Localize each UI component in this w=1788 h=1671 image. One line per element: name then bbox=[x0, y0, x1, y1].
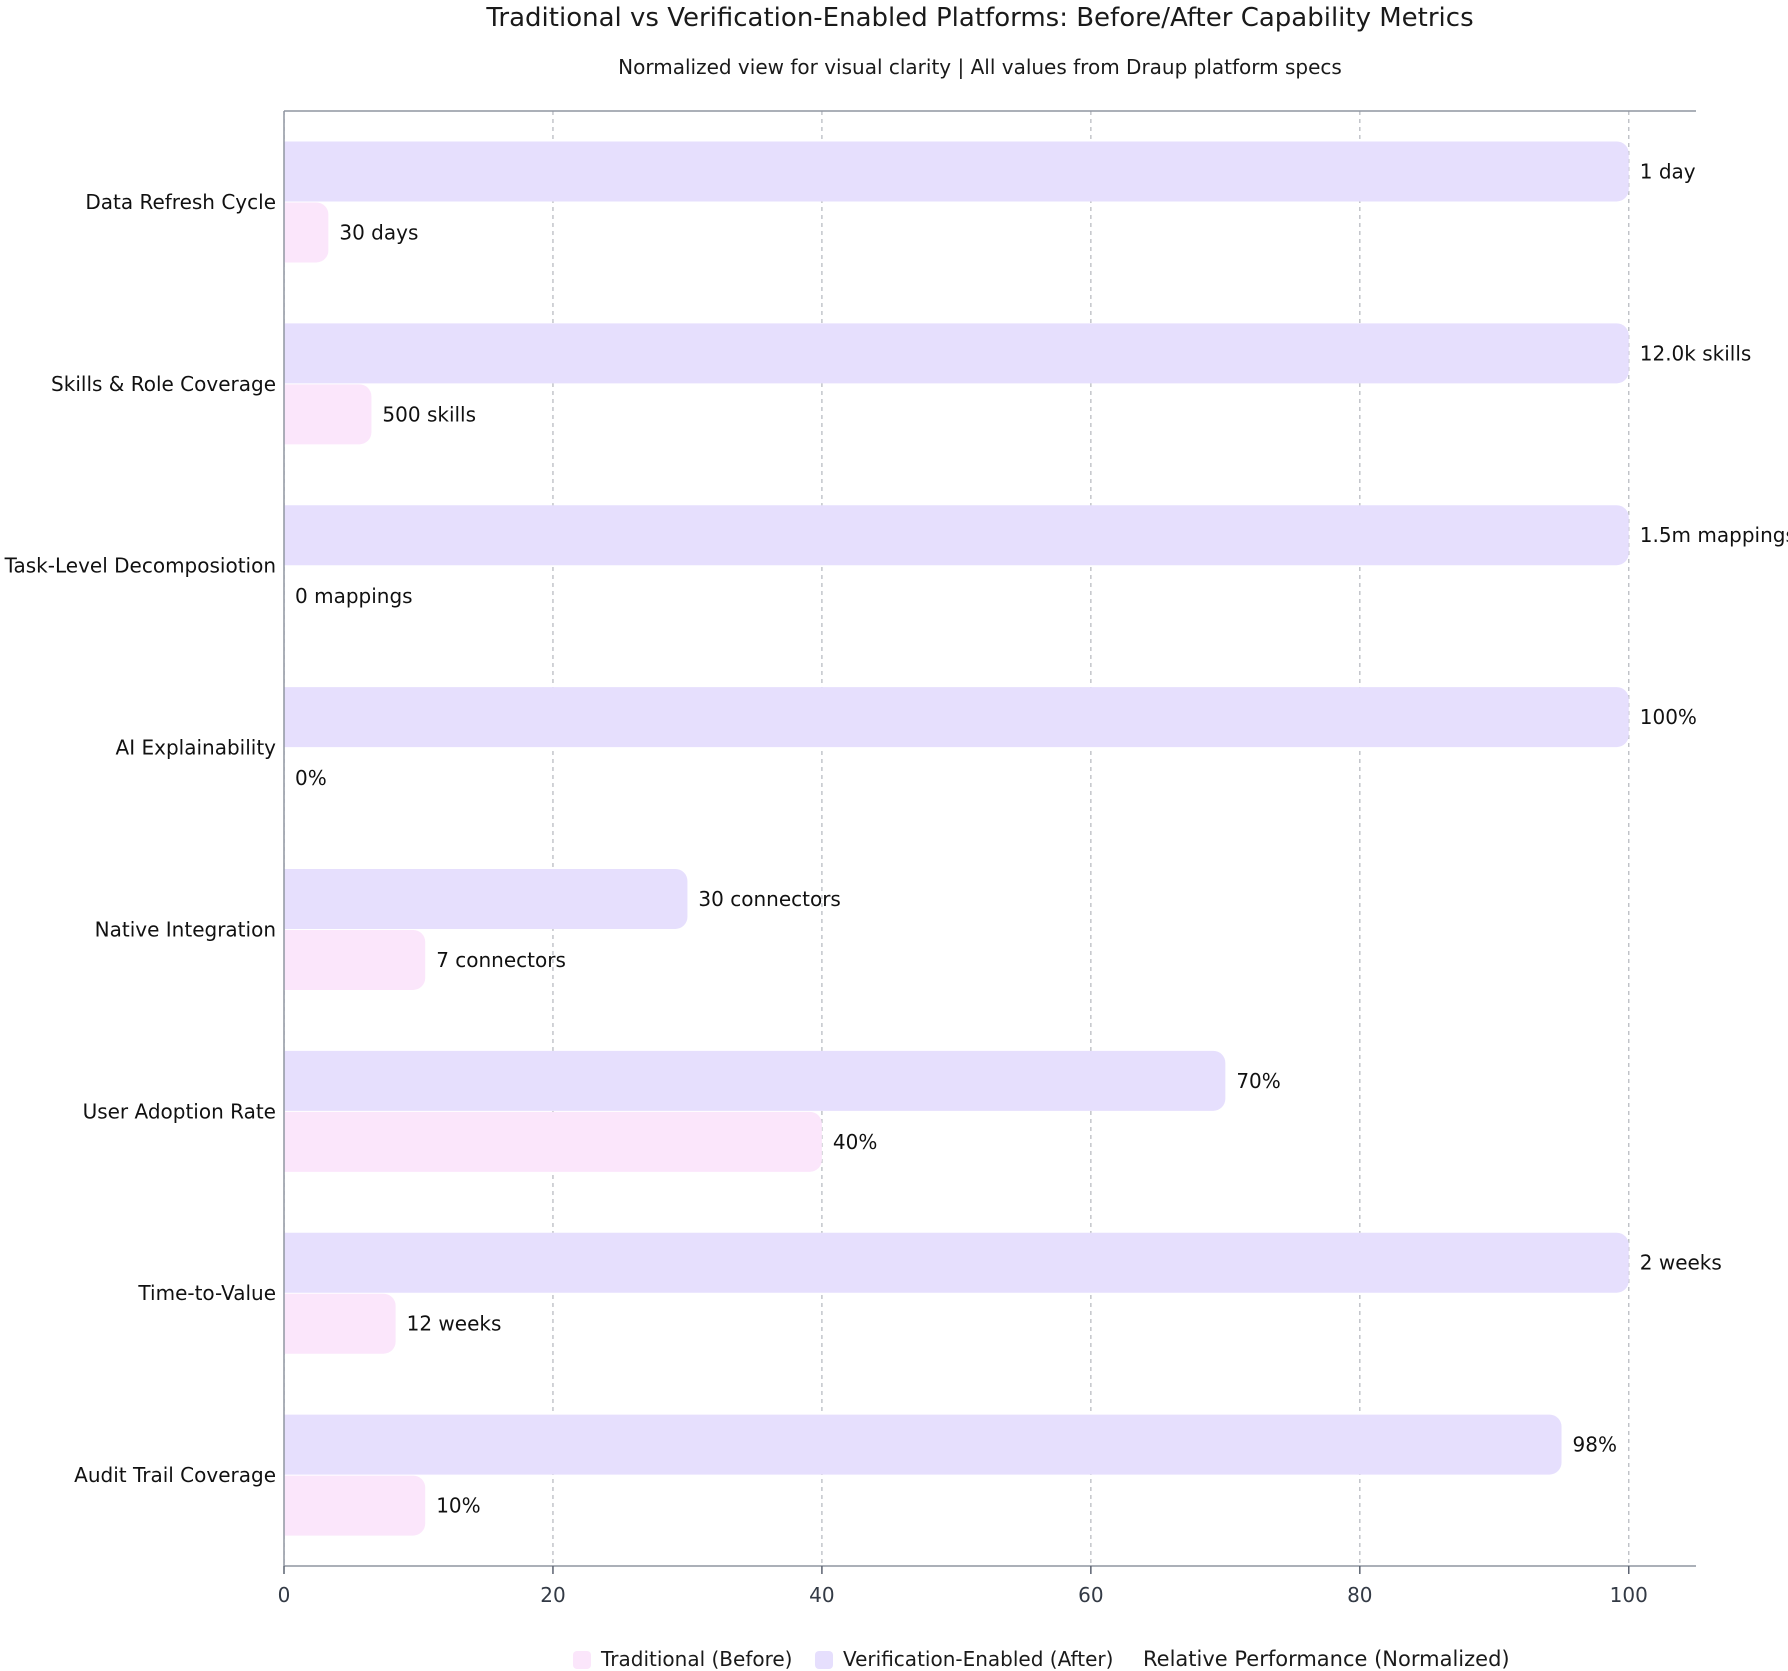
category-label: Native Integration bbox=[95, 917, 276, 941]
data-label-after: 98% bbox=[1573, 1433, 1617, 1457]
legend: Traditional (Before) Verification-Enable… bbox=[573, 1647, 1113, 1671]
category-label: Data Refresh Cycle bbox=[85, 190, 276, 214]
data-label-before: 40% bbox=[833, 1130, 877, 1154]
data-label-before: 30 days bbox=[339, 220, 418, 244]
legend-swatch-verification bbox=[815, 1651, 833, 1669]
bar-after bbox=[272, 1414, 1562, 1475]
data-label-after: 1 day bbox=[1640, 159, 1696, 183]
data-label-before: 500 skills bbox=[382, 402, 476, 426]
x-tick-label: 40 bbox=[809, 1583, 834, 1607]
chart-subtitle: Normalized view for visual clarity | All… bbox=[618, 55, 1342, 79]
x-tick-label: 60 bbox=[1078, 1583, 1103, 1607]
axes bbox=[283, 110, 1696, 1567]
category-label: Task-Level Decomposiotion bbox=[4, 554, 276, 578]
data-label-after: 1.5m mappings bbox=[1640, 523, 1788, 547]
category-label: Time-to-Value bbox=[137, 1281, 276, 1305]
category-label: User Adoption Rate bbox=[83, 1099, 276, 1123]
category-label: AI Explainability bbox=[116, 736, 277, 760]
bar-before bbox=[272, 384, 372, 445]
bar-after bbox=[272, 1232, 1629, 1293]
x-axis-label: Relative Performance (Normalized) bbox=[1143, 1647, 1510, 1671]
x-tick-label: 80 bbox=[1347, 1583, 1372, 1607]
bar-after bbox=[272, 323, 1629, 384]
data-label-after: 70% bbox=[1236, 1069, 1280, 1093]
chart-title: Traditional vs Verification-Enabled Plat… bbox=[485, 3, 1473, 33]
data-label-after: 2 weeks bbox=[1640, 1251, 1722, 1275]
bar-after bbox=[272, 141, 1629, 202]
bars bbox=[0, 111, 1629, 1566]
data-label-after: 30 connectors bbox=[698, 887, 840, 911]
bar-after bbox=[272, 687, 1629, 748]
bar-before bbox=[272, 1475, 426, 1536]
data-labels: 1 day 30 days 12.0k skills 500 skills 1.5m m… bbox=[295, 159, 1788, 1517]
legend-label-verification: Verification-Enabled (After) bbox=[843, 1647, 1113, 1671]
bar-mask bbox=[0, 111, 284, 1566]
data-label-before: 10% bbox=[436, 1494, 480, 1518]
category-label: Skills & Role Coverage bbox=[51, 372, 276, 396]
x-tick-label: 100 bbox=[1610, 1583, 1648, 1607]
bar-after bbox=[272, 505, 1629, 566]
x-tick-label: 20 bbox=[540, 1583, 565, 1607]
x-tick-label: 0 bbox=[278, 1583, 291, 1607]
bar-before bbox=[272, 929, 426, 990]
legend-swatch-traditional bbox=[573, 1651, 591, 1669]
category-label: Audit Trail Coverage bbox=[74, 1463, 276, 1487]
x-tick-labels: 0 20 40 60 80 100 bbox=[278, 1566, 1648, 1607]
bar-after bbox=[272, 868, 688, 929]
data-label-before: 12 weeks bbox=[407, 1312, 502, 1336]
data-label-before: 0 mappings bbox=[295, 584, 413, 608]
data-label-before: 7 connectors bbox=[436, 948, 566, 972]
bar-before bbox=[272, 1293, 396, 1354]
data-label-before: 0% bbox=[295, 766, 327, 790]
bar-after bbox=[272, 1050, 1226, 1111]
category-labels: Data Refresh Cycle Skills & Role Coverage… bbox=[4, 190, 277, 1487]
legend-label-traditional: Traditional (Before) bbox=[600, 1647, 792, 1671]
bar-before bbox=[272, 1111, 822, 1172]
data-label-after: 100% bbox=[1640, 705, 1697, 729]
bar-before bbox=[272, 202, 329, 263]
data-label-after: 12.0k skills bbox=[1640, 341, 1752, 365]
